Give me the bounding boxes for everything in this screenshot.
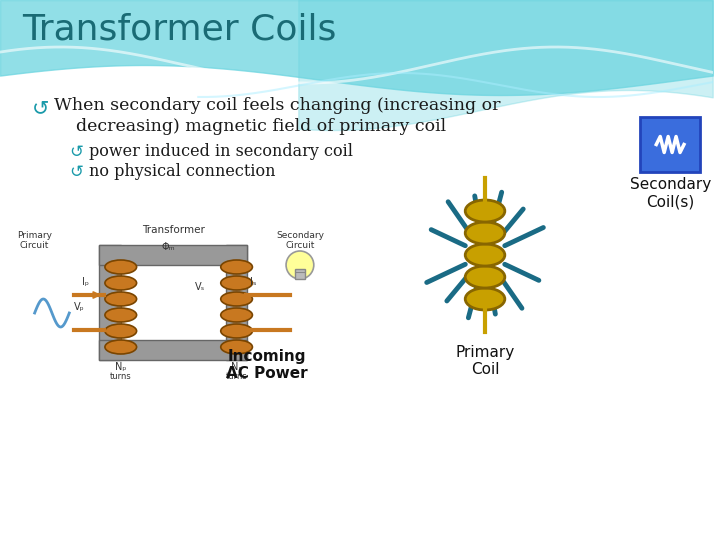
Text: Φₘ: Φₘ bbox=[161, 242, 175, 252]
Text: Primary
Circuit: Primary Circuit bbox=[17, 231, 52, 250]
FancyBboxPatch shape bbox=[99, 245, 121, 360]
Circle shape bbox=[286, 251, 314, 279]
Text: turns: turns bbox=[110, 372, 132, 381]
FancyBboxPatch shape bbox=[295, 269, 305, 279]
Ellipse shape bbox=[221, 308, 253, 322]
Ellipse shape bbox=[105, 324, 137, 338]
Text: Secondary
Circuit: Secondary Circuit bbox=[276, 231, 324, 250]
Ellipse shape bbox=[105, 340, 137, 354]
Ellipse shape bbox=[465, 200, 505, 222]
Text: Nₛ: Nₛ bbox=[231, 362, 242, 372]
FancyBboxPatch shape bbox=[225, 245, 248, 360]
Ellipse shape bbox=[221, 260, 253, 274]
Text: Transformer: Transformer bbox=[142, 225, 204, 235]
Ellipse shape bbox=[105, 308, 137, 322]
Ellipse shape bbox=[105, 276, 137, 290]
Ellipse shape bbox=[465, 288, 505, 310]
Ellipse shape bbox=[105, 292, 137, 306]
Text: Transformer Coils: Transformer Coils bbox=[22, 13, 336, 47]
Text: Vₛ: Vₛ bbox=[195, 282, 205, 292]
Text: Secondary
Coil(s): Secondary Coil(s) bbox=[629, 177, 711, 210]
Text: no physical connection: no physical connection bbox=[89, 163, 276, 180]
Ellipse shape bbox=[221, 292, 253, 306]
Text: ↺: ↺ bbox=[32, 98, 49, 118]
Text: ↺: ↺ bbox=[69, 163, 84, 181]
Ellipse shape bbox=[465, 244, 505, 266]
Ellipse shape bbox=[221, 324, 253, 338]
Ellipse shape bbox=[465, 266, 505, 288]
Text: Nₚ: Nₚ bbox=[115, 362, 127, 372]
Text: Iₚ: Iₚ bbox=[82, 277, 89, 287]
FancyBboxPatch shape bbox=[99, 245, 248, 265]
Ellipse shape bbox=[105, 260, 137, 274]
Text: ↺: ↺ bbox=[69, 143, 84, 161]
Text: power induced in secondary coil: power induced in secondary coil bbox=[89, 143, 353, 160]
FancyBboxPatch shape bbox=[99, 340, 248, 360]
Text: Primary
Coil: Primary Coil bbox=[456, 345, 515, 377]
Ellipse shape bbox=[221, 340, 253, 354]
FancyBboxPatch shape bbox=[641, 117, 700, 172]
Text: Incoming
AC Power: Incoming AC Power bbox=[227, 349, 308, 381]
Text: Vₚ: Vₚ bbox=[74, 302, 85, 312]
Ellipse shape bbox=[221, 276, 253, 290]
Text: turns: turns bbox=[225, 372, 248, 381]
Ellipse shape bbox=[465, 222, 505, 244]
Text: Iₛ: Iₛ bbox=[251, 277, 257, 287]
Text: decreasing) magnetic field of primary coil: decreasing) magnetic field of primary co… bbox=[55, 118, 446, 135]
Text: When secondary coil feels changing (increasing or: When secondary coil feels changing (incr… bbox=[55, 97, 501, 114]
